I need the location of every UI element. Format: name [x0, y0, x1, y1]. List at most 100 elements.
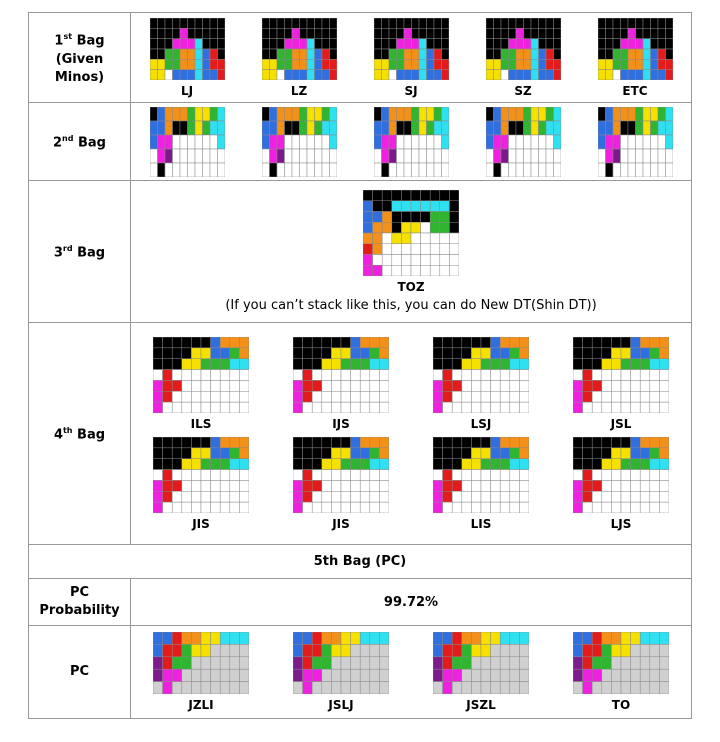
cell	[210, 644, 221, 658]
cell	[545, 148, 554, 163]
cell	[380, 48, 389, 60]
cell	[442, 457, 453, 470]
cell	[268, 37, 277, 49]
cell	[620, 457, 631, 470]
cell	[388, 58, 397, 70]
cell	[350, 668, 361, 682]
cell	[209, 48, 218, 60]
cell	[311, 644, 323, 658]
cell	[149, 37, 158, 49]
cell	[499, 401, 511, 413]
cell	[552, 37, 561, 49]
cell	[219, 436, 231, 448]
cell	[530, 27, 539, 39]
cell	[156, 37, 165, 49]
tetris-board	[373, 106, 449, 177]
cell	[449, 190, 459, 201]
cell	[433, 368, 443, 381]
cell	[649, 48, 658, 60]
cell	[153, 632, 163, 645]
cell	[298, 148, 307, 163]
row: PC Probability 99.72%	[28, 578, 692, 626]
cell	[200, 336, 211, 348]
cell	[321, 357, 332, 370]
cell	[239, 368, 249, 381]
cell	[321, 644, 332, 658]
cell	[461, 457, 472, 470]
cell	[509, 401, 520, 413]
cell	[388, 120, 397, 135]
cell	[499, 447, 511, 459]
cell	[403, 58, 412, 70]
cell	[381, 211, 393, 223]
cell	[492, 106, 501, 121]
cell	[313, 58, 322, 70]
cell	[461, 436, 472, 448]
cell	[582, 457, 593, 470]
cell	[449, 211, 459, 223]
cell	[657, 120, 666, 135]
cell	[492, 148, 501, 163]
board-label: LZ	[290, 83, 308, 98]
cell	[201, 37, 210, 49]
cell	[219, 681, 231, 694]
cell	[499, 336, 511, 348]
cell	[261, 162, 270, 177]
cell	[149, 162, 158, 177]
cell	[181, 401, 192, 413]
cell	[171, 134, 180, 149]
cell	[359, 479, 371, 492]
cell	[429, 243, 441, 255]
cell	[162, 357, 173, 370]
cell	[171, 162, 180, 177]
cell	[200, 357, 211, 370]
cell	[664, 17, 673, 29]
cell	[321, 148, 330, 163]
cell	[229, 390, 240, 402]
cell	[630, 447, 641, 459]
label: 1	[54, 33, 64, 49]
cell	[171, 436, 183, 448]
cell	[359, 644, 371, 658]
cell	[552, 120, 561, 135]
cell	[210, 401, 221, 413]
cell	[321, 401, 332, 413]
cell	[369, 379, 380, 392]
cell	[350, 681, 361, 694]
cell	[380, 37, 389, 49]
row: 2nd Bag	[28, 102, 692, 181]
cell	[331, 656, 342, 670]
cell	[420, 222, 431, 234]
cell	[461, 379, 472, 392]
board-cell	[597, 106, 673, 177]
cell	[268, 58, 277, 70]
cell	[219, 347, 231, 359]
cell	[194, 27, 203, 39]
cell	[519, 357, 529, 370]
cell	[191, 479, 202, 492]
cell	[433, 457, 443, 470]
cell	[331, 479, 342, 492]
cell	[601, 436, 612, 448]
cell	[276, 17, 285, 29]
cell	[216, 27, 225, 39]
cell	[186, 48, 195, 60]
cell	[440, 106, 449, 121]
cell	[219, 457, 231, 470]
cell	[657, 68, 666, 80]
cell	[350, 457, 361, 470]
cell	[659, 479, 669, 492]
cell	[261, 120, 270, 135]
cell	[471, 336, 482, 348]
cell	[597, 17, 606, 29]
cell	[340, 336, 351, 348]
cell	[328, 17, 337, 29]
cell	[552, 134, 561, 149]
row-label: 2nd Bag	[28, 102, 131, 181]
cell	[442, 336, 453, 348]
board-label: JZLI	[188, 698, 214, 712]
cell	[181, 457, 192, 470]
cell	[499, 347, 511, 359]
cell	[171, 106, 180, 121]
cell	[261, 27, 270, 39]
